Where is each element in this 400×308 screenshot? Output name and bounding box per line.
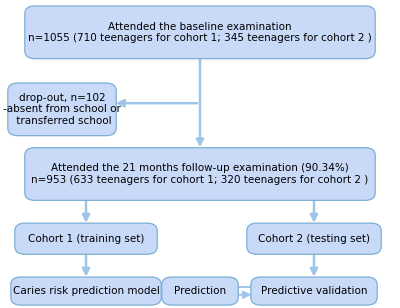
Text: Cohort 2 (testing set): Cohort 2 (testing set) xyxy=(258,234,370,244)
Text: Attended the 21 months follow-up examination (90.34%)
n=953 (633 teenagers for c: Attended the 21 months follow-up examina… xyxy=(31,163,369,185)
Text: drop-out, n=102
-absent from school or
 transferred school: drop-out, n=102 -absent from school or t… xyxy=(3,93,121,126)
Text: Prediction: Prediction xyxy=(174,286,226,296)
Text: Caries risk prediction model: Caries risk prediction model xyxy=(12,286,160,296)
FancyBboxPatch shape xyxy=(25,148,375,201)
FancyBboxPatch shape xyxy=(11,277,161,305)
Text: Attended the baseline examination
n=1055 (710 teenagers for cohort 1; 345 teenag: Attended the baseline examination n=1055… xyxy=(28,22,372,43)
FancyBboxPatch shape xyxy=(251,277,377,305)
Text: Predictive validation: Predictive validation xyxy=(261,286,367,296)
FancyBboxPatch shape xyxy=(247,223,381,254)
FancyBboxPatch shape xyxy=(15,223,157,254)
FancyBboxPatch shape xyxy=(25,6,375,59)
Text: Cohort 1 (training set): Cohort 1 (training set) xyxy=(28,234,144,244)
FancyBboxPatch shape xyxy=(8,83,116,136)
FancyBboxPatch shape xyxy=(162,277,238,305)
